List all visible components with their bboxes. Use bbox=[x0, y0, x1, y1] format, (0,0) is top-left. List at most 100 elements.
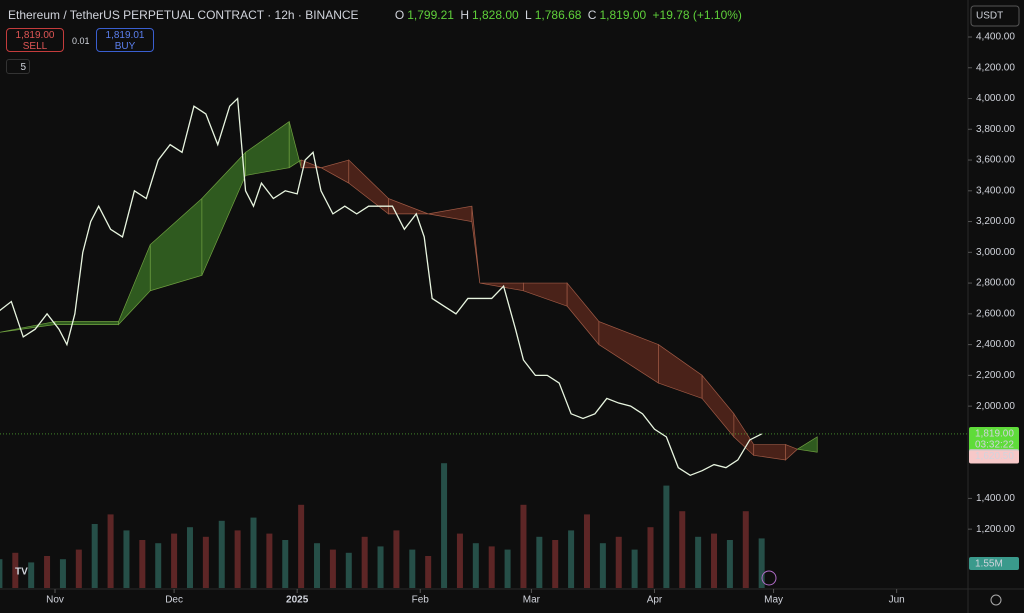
volume-bar bbox=[504, 549, 511, 588]
volume-bar bbox=[615, 536, 622, 588]
y-tick-label: 2,400.00 bbox=[976, 339, 1015, 350]
volume-bar bbox=[75, 549, 82, 588]
sell-button[interactable]: 1,819.00 SELL bbox=[6, 28, 64, 52]
volume-bar bbox=[695, 536, 702, 588]
x-tick-label: 2025 bbox=[286, 595, 309, 606]
x-tick-label: Mar bbox=[523, 595, 541, 606]
volume-bar bbox=[742, 511, 749, 588]
volume-bar bbox=[345, 552, 352, 588]
buy-label[interactable]: BUY bbox=[114, 41, 136, 52]
x-tick-label: Apr bbox=[647, 595, 663, 606]
volume bbox=[0, 463, 765, 588]
volume-bar bbox=[123, 530, 130, 588]
ohlc: 1,799.21 bbox=[407, 8, 454, 22]
last-price-label: 1,819.00 bbox=[975, 429, 1014, 440]
volume-bar bbox=[679, 511, 686, 588]
volume-bar bbox=[631, 549, 638, 588]
volume-bar bbox=[488, 546, 495, 588]
y-tick-label: 4,200.00 bbox=[976, 62, 1015, 73]
sell-price[interactable]: 1,819.00 bbox=[15, 30, 55, 41]
volume-bar bbox=[441, 463, 448, 588]
y-tick-label: 3,400.00 bbox=[976, 185, 1015, 196]
volume-bar bbox=[250, 517, 257, 588]
volume-bar bbox=[456, 533, 463, 588]
volume-bar bbox=[44, 556, 51, 588]
volume-bar bbox=[298, 504, 305, 588]
y-tick-label: 3,200.00 bbox=[976, 216, 1015, 227]
cloud-segment bbox=[796, 436, 818, 453]
indicators-toggle[interactable]: 5 bbox=[6, 59, 30, 74]
symbol: Ethereum / TetherUS PERPETUAL CONTRACT ·… bbox=[8, 8, 359, 22]
volume-bar bbox=[266, 533, 273, 588]
y-tick-label: 2,800.00 bbox=[976, 278, 1015, 289]
currency[interactable]: USDT bbox=[976, 11, 1003, 22]
volume-bar bbox=[361, 536, 368, 588]
volume-bar bbox=[711, 533, 718, 588]
level-label: 1,620.50 bbox=[975, 451, 1014, 462]
price-line bbox=[0, 97, 762, 477]
volume-bar bbox=[409, 549, 416, 588]
x-tick-label: Dec bbox=[165, 595, 183, 606]
y-tick-label: 2,600.00 bbox=[976, 308, 1015, 319]
ohlc-label: C bbox=[587, 8, 597, 22]
logo: TV bbox=[15, 567, 28, 578]
buy-button[interactable]: 1,819.01 BUY bbox=[96, 28, 154, 52]
volume-bar bbox=[329, 549, 336, 588]
currency-box[interactable] bbox=[970, 5, 1020, 27]
buy-price[interactable]: 1,819.01 bbox=[105, 30, 145, 41]
cloud-segment bbox=[54, 321, 119, 325]
alert-icon[interactable] bbox=[761, 570, 777, 586]
spread: 0.01 bbox=[72, 36, 90, 46]
volume-bar bbox=[171, 533, 178, 588]
volume-label: 1.55M bbox=[975, 559, 1003, 570]
volume-bar bbox=[599, 543, 606, 588]
volume-bar bbox=[583, 514, 590, 588]
y-tick-label: 4,000.00 bbox=[976, 93, 1015, 104]
x-tick-label: Feb bbox=[412, 595, 430, 606]
volume-bar bbox=[28, 562, 35, 588]
header: Ethereum / TetherUS PERPETUAL CONTRACT ·… bbox=[8, 8, 745, 22]
cloud-segment bbox=[471, 206, 481, 284]
volume-bar bbox=[91, 524, 98, 588]
sell-label[interactable]: SELL bbox=[22, 41, 48, 52]
ohlc-label: O bbox=[394, 8, 405, 22]
y-tick-label: 4,400.00 bbox=[976, 32, 1015, 43]
level-tag bbox=[969, 450, 1019, 464]
volume-bar bbox=[12, 552, 19, 588]
change: +19.78 (+1.10%) bbox=[652, 8, 742, 22]
volume-bar bbox=[536, 536, 543, 588]
ohlc-label: L bbox=[525, 8, 532, 22]
volume-bar bbox=[59, 559, 66, 588]
y-tick-label: 1,400.00 bbox=[976, 493, 1015, 504]
y-tick-label: 2,000.00 bbox=[976, 401, 1015, 412]
settings-icon[interactable] bbox=[990, 594, 1002, 606]
volume-tag bbox=[969, 557, 1019, 570]
cloud-segment bbox=[785, 444, 799, 461]
x-tick-label: May bbox=[764, 595, 783, 606]
y-tick-label: 3,000.00 bbox=[976, 247, 1015, 258]
volume-bar bbox=[377, 546, 384, 588]
countdown: 03:32:22 bbox=[975, 440, 1014, 451]
x-tick-label: Jun bbox=[889, 595, 905, 606]
axes: 4,400.00 4,200.00 4,000.00 3,800.00 3,600.00… bbox=[0, 32, 1019, 606]
volume-bar bbox=[472, 543, 479, 588]
volume-bar bbox=[107, 514, 114, 588]
volume-bar bbox=[234, 530, 241, 588]
volume-bar bbox=[282, 540, 289, 588]
ohlc: 1,828.00 bbox=[471, 8, 519, 22]
volume-bar bbox=[155, 543, 162, 588]
x-tick-label: Nov bbox=[46, 595, 64, 606]
cloud bbox=[0, 120, 818, 461]
volume-bar bbox=[393, 530, 400, 588]
volume-bar bbox=[520, 504, 527, 588]
volume-bar bbox=[758, 538, 765, 588]
volume-bar bbox=[663, 485, 670, 588]
y-tick-label: 2,200.00 bbox=[976, 370, 1015, 381]
volume-bar bbox=[218, 520, 225, 588]
volume-bar bbox=[647, 527, 654, 588]
volume-bar bbox=[552, 540, 559, 588]
y-tick-label: 3,600.00 bbox=[976, 155, 1015, 166]
last-price-tag bbox=[969, 426, 1019, 453]
volume-bar bbox=[202, 536, 209, 588]
